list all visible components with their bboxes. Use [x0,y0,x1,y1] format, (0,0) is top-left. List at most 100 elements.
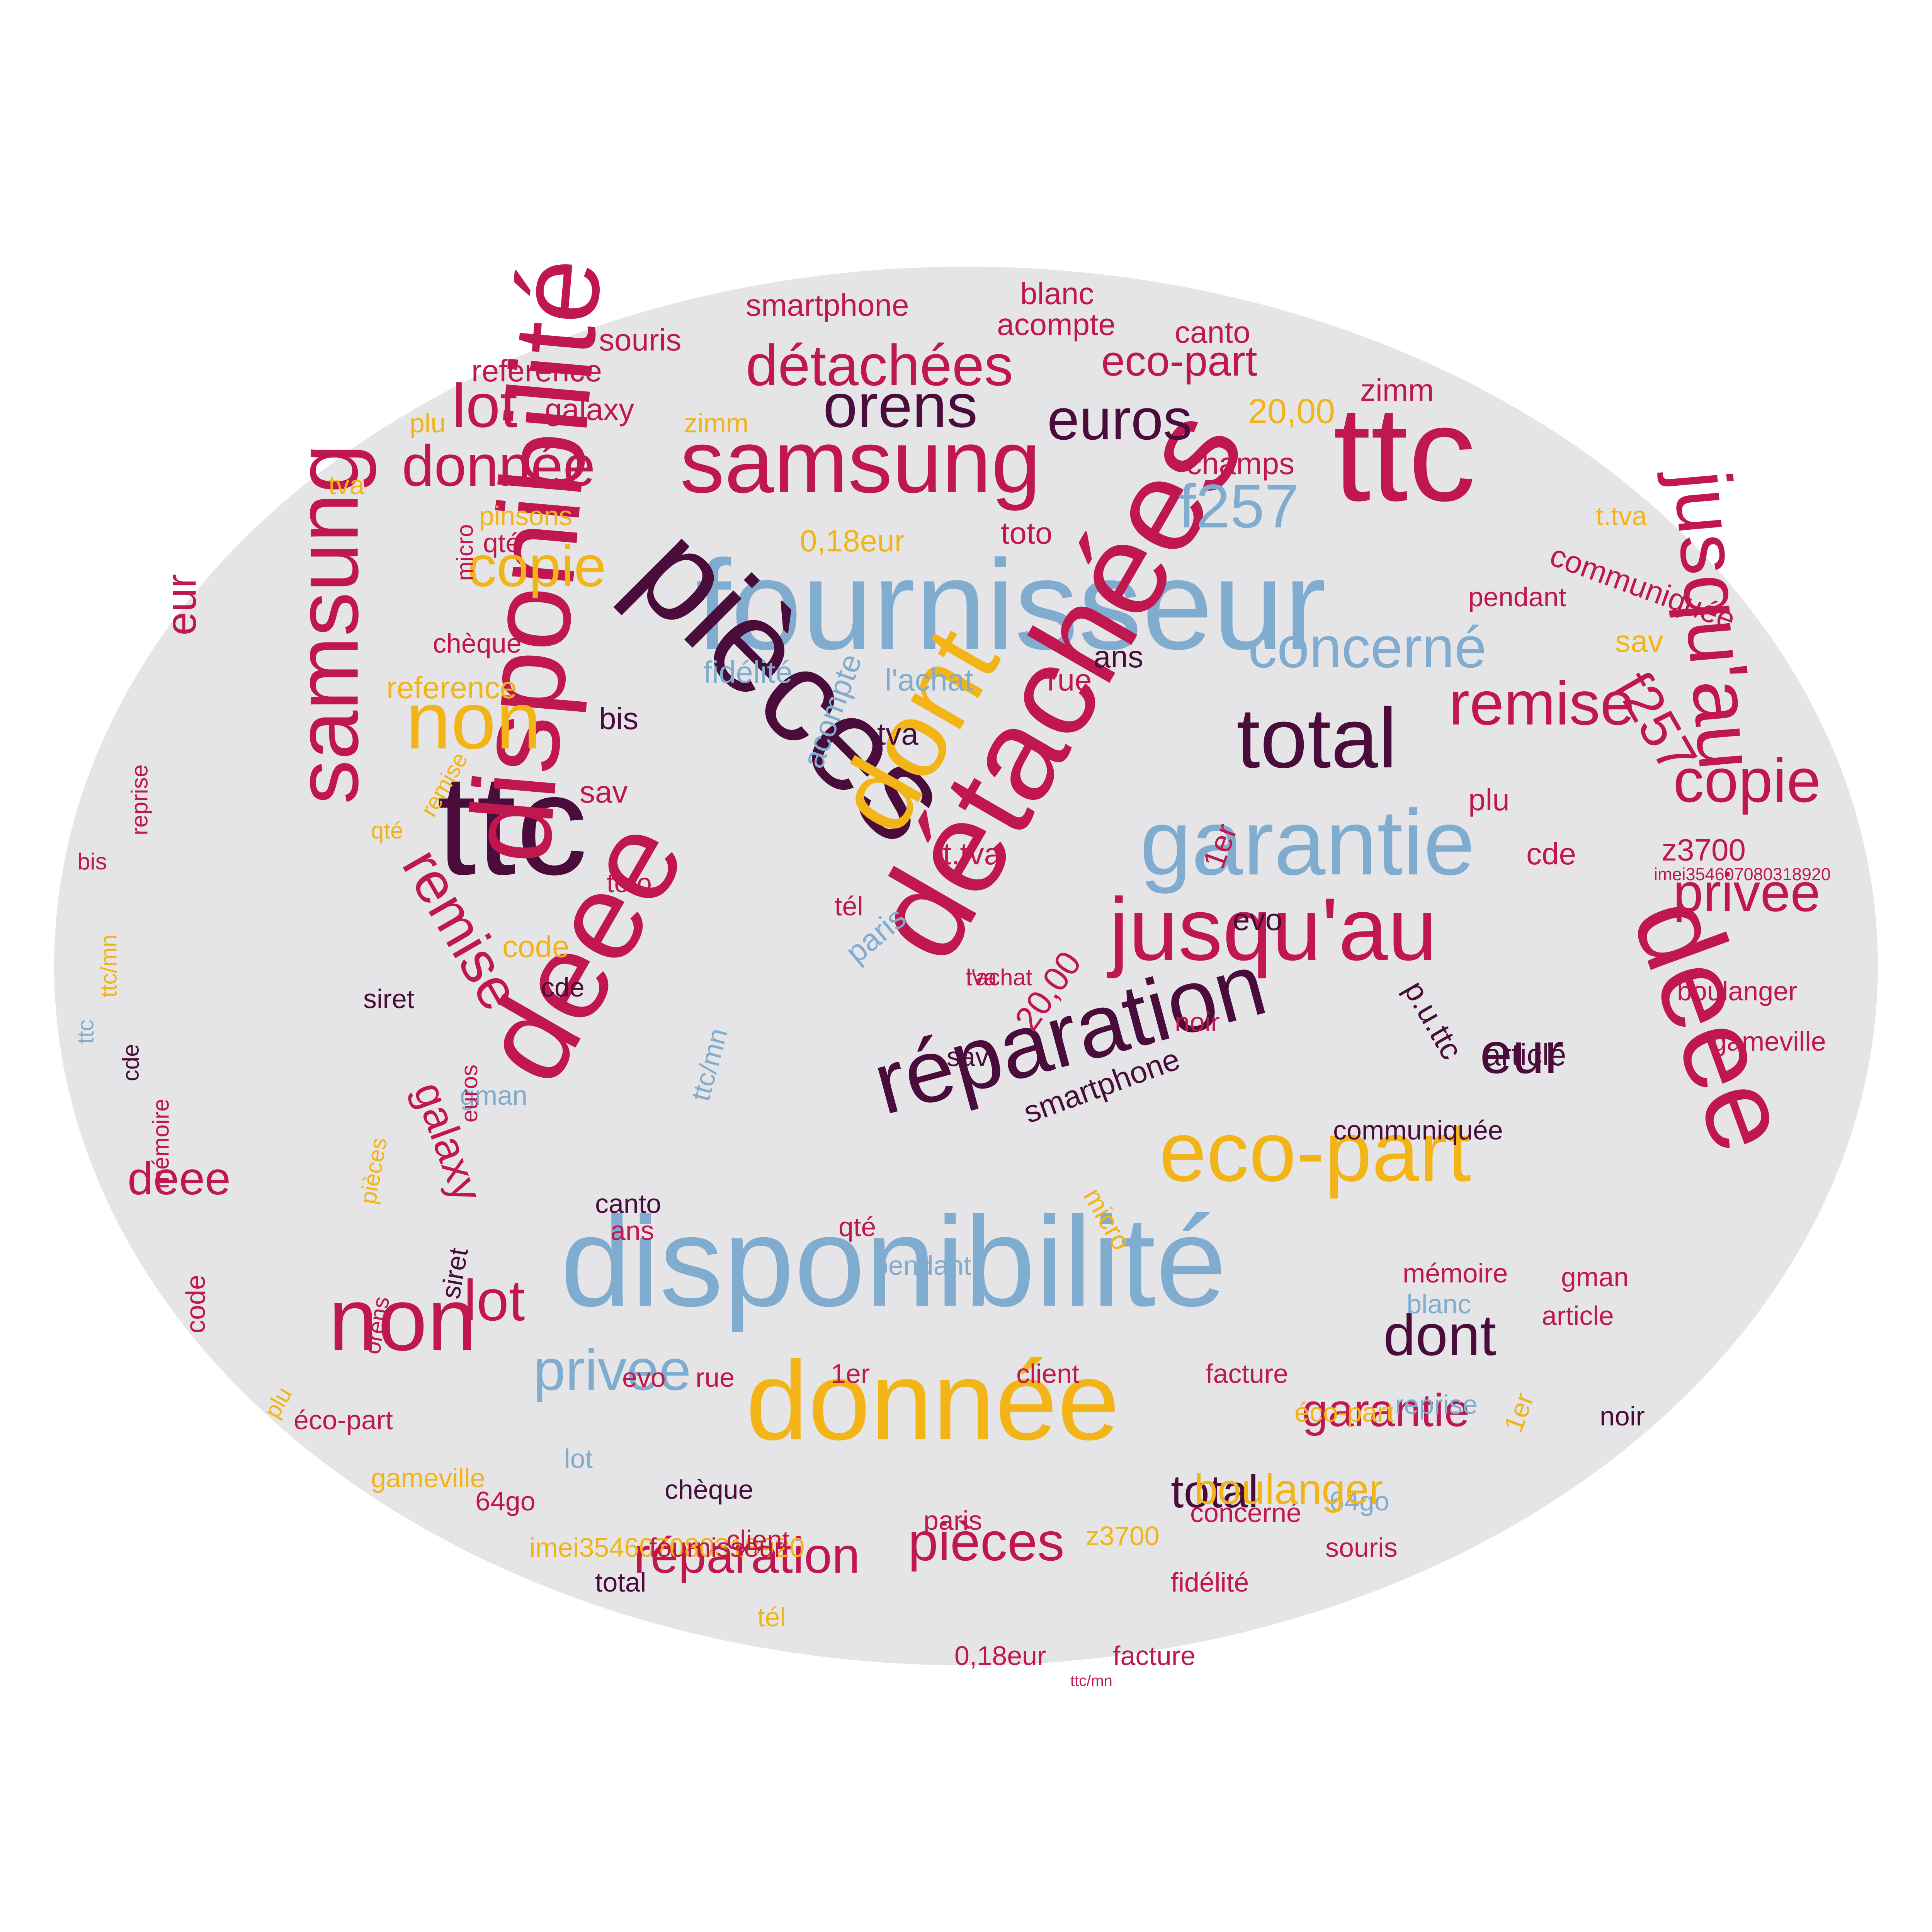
cloud-word: facture [1206,1359,1288,1389]
cloud-word: article [1484,1037,1566,1072]
cloud-word: euros [1047,387,1192,452]
cloud-word: canto [1175,315,1250,349]
cloud-ellipse-background [54,267,1878,1665]
cloud-word: ttc [1333,378,1476,529]
cloud-word: acompte [997,307,1116,342]
cloud-word: blanc [1020,276,1094,311]
cloud-word: reprise [126,764,153,835]
cloud-word: l'achat [885,663,973,697]
cloud-word: cde [117,1044,144,1082]
cloud-word: blanc [1406,1289,1471,1319]
cloud-word: ttc [72,1019,99,1044]
cloud-word: fidélité [703,655,793,689]
cloud-word: disponibilité [560,1190,1227,1333]
cloud-word: t.tva [1596,501,1647,531]
cloud-word: champs [1186,446,1295,481]
cloud-word: chèque [433,628,522,658]
cloud-word: micro [452,524,478,581]
cloud-word: fidélité [1171,1567,1249,1597]
cloud-word: cde [541,972,585,1002]
cloud-word: copie [1673,746,1821,815]
cloud-word: code [502,929,570,964]
cloud-word: ttc/mn [685,1025,733,1104]
cloud-word: tva [966,964,997,990]
cloud-word: canto [595,1189,662,1219]
cloud-word: gameville [1712,1026,1826,1056]
cloud-word: zimm [1360,373,1434,407]
cloud-word: ttc/mn [1070,1672,1112,1689]
cloud-word: concerné [1190,1498,1301,1528]
cloud-word: lot [452,371,517,440]
cloud-word: sav [580,775,628,809]
cloud-word: détachées [746,333,1014,398]
cloud-word: smartphone [746,288,909,322]
cloud-word: rue [696,1362,735,1393]
cloud-word: non [406,675,541,766]
cloud-word: réparation [634,1527,860,1583]
cloud-word: privee [533,1337,691,1402]
cloud-word: pendant [1468,582,1566,612]
cloud-word: tva [877,717,918,751]
cloud-word: client [726,1525,790,1555]
cloud-word: eur [157,574,205,636]
cloud-word: article [1542,1301,1614,1331]
cloud-word: 1er [831,1359,870,1389]
cloud-word: boulanger [1194,1466,1383,1513]
cloud-word: ttc/mn [95,934,122,998]
cloud-word: 1er [1498,1389,1540,1436]
cloud-word: pinsons [479,501,573,531]
cloud-word: souris [599,323,682,357]
cloud-word: ans [611,1216,654,1246]
cloud-word: 64go [1329,1486,1389,1516]
cloud-word: pendant [873,1250,971,1281]
cloud-word: bis [77,849,107,874]
cloud-word: toto [607,868,652,898]
cloud-word: gman [1561,1262,1629,1292]
cloud-word: non [328,1270,477,1369]
cloud-word: galaxy [545,392,634,427]
cloud-word: privee [1673,862,1821,923]
cloud-word: boulanger [1677,976,1798,1006]
cloud-word: noir [1600,1401,1645,1431]
cloud-word: gameville [371,1463,485,1493]
cloud-word: concerné [1248,615,1487,680]
cloud-word: mémoire [1403,1258,1508,1288]
cloud-word: plu [1468,782,1510,817]
cloud-word: bis [599,701,639,736]
cloud-word: pièces [355,1135,392,1206]
cloud-word: euros [456,1064,483,1123]
cloud-word: donnée [746,1338,1120,1463]
cloud-word: communiquée [1333,1115,1503,1145]
cloud-word: ttc [437,745,588,905]
cloud-word: evo [622,1362,666,1393]
cloud-word: qté [838,1212,876,1242]
cloud-word: tél [835,891,863,921]
cloud-word: fournisseur [649,1532,783,1563]
cloud-word: éco-part [1294,1397,1394,1427]
cloud-word: fournisseur [696,533,1327,676]
cloud-word: noir [1175,1007,1220,1037]
cloud-word: plu [410,408,446,438]
cloud-word: copie [468,534,606,599]
cloud-word: total [1236,690,1397,786]
cloud-word: rue [1047,663,1092,697]
cloud-word: souris [1325,1532,1398,1563]
cloud-word: z3700 [1086,1521,1160,1551]
cloud-word: sav [947,1042,989,1072]
cloud-word: sav [1615,624,1663,658]
cloud-word: paris [923,1505,982,1536]
cloud-word: f257 [1179,471,1299,541]
cloud-word: garantie [1140,791,1475,894]
cloud-word: total [1171,1466,1259,1517]
cloud-word: client [1016,1359,1080,1389]
cloud-word: deee [128,1153,231,1204]
cloud-word: eco-part [1159,1104,1471,1199]
cloud-word: tva [328,470,365,500]
cloud-word: cde [1526,837,1576,871]
cloud-word: 20,00 [1248,392,1335,431]
cloud-word: qté [483,528,521,558]
cloud-word: samsung [680,412,1041,511]
cloud-word: p.u.ttc [1397,975,1469,1065]
cloud-word: deee [1608,880,1818,1168]
